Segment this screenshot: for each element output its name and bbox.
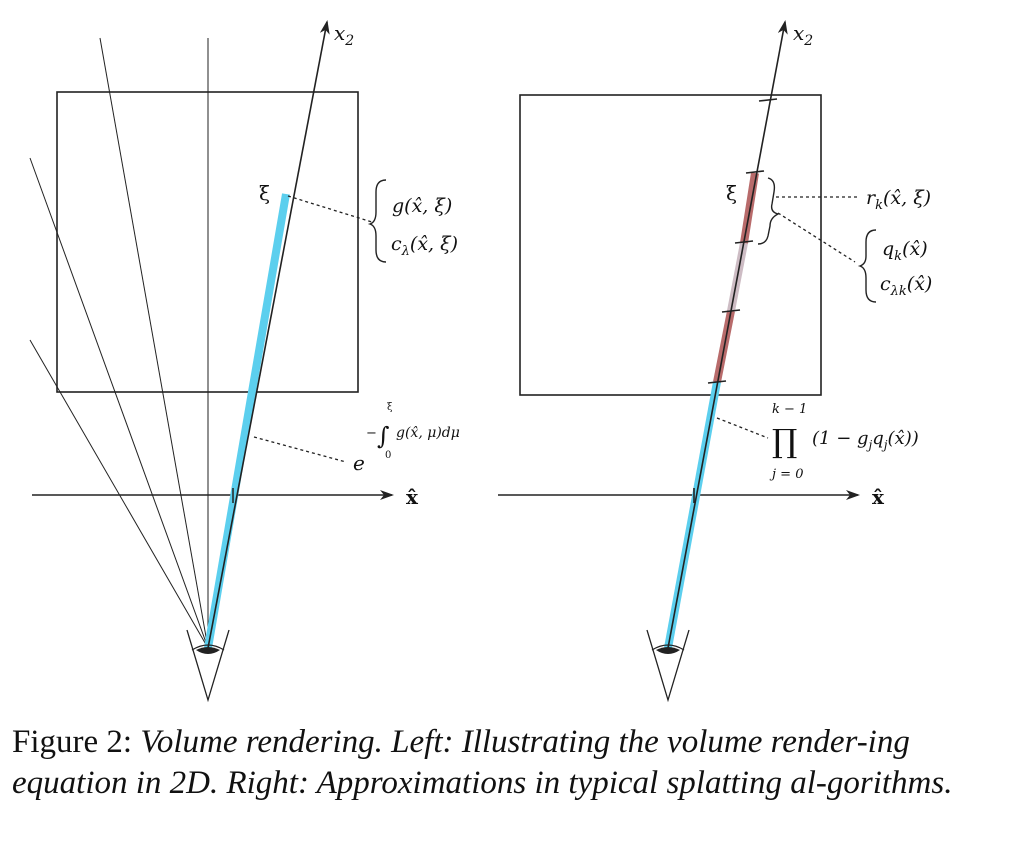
tick-1 <box>758 98 778 102</box>
figure-caption: Figure 2: Volume rendering. Left: Illust… <box>12 722 997 804</box>
right-small-brace <box>757 177 781 245</box>
exp-integral: ∫ <box>377 422 390 450</box>
tick-3 <box>734 240 754 244</box>
left-eye-icon <box>186 629 230 703</box>
view-ray-1 <box>99 37 209 649</box>
right-q-leader <box>777 212 856 263</box>
transmittance-product: k − 1 ∏ j = 0 (1 − gjqj(x̂)) <box>769 402 919 482</box>
caption-text: Volume rendering. Left: Illustrating the… <box>12 724 953 801</box>
q-k-label: qk(x̂) <box>882 238 928 264</box>
right-large-brace <box>857 229 877 303</box>
volume-rendering-diagram: x̂ x2 ξ g(x̂, ξ) cλ(x̂, ξ) e − ∫ ξ 0 g(x… <box>29 20 932 703</box>
caption-label: Figure 2: <box>12 724 133 760</box>
left-ray-integration-segment <box>204 193 290 649</box>
exp-integrand: g(x̂, μ)dμ <box>396 425 460 441</box>
right-panel: x̂ x2 ξ rk(x̂, ξ) q <box>498 20 932 703</box>
tick-4 <box>721 309 741 313</box>
tick-2 <box>745 170 765 174</box>
tick-5 <box>707 380 727 384</box>
right-ray-x2-axis <box>667 20 788 649</box>
left-view-rays <box>29 37 209 649</box>
prod-upper: k − 1 <box>772 402 807 417</box>
left-brace <box>367 179 387 263</box>
view-ray-3 <box>29 339 209 649</box>
left-panel: x̂ x2 ξ g(x̂, ξ) cλ(x̂, ξ) e − ∫ ξ 0 g(x… <box>29 20 460 703</box>
left-brace-line1: g(x̂, ξ) <box>392 195 452 217</box>
right-eye-icon <box>646 629 690 703</box>
right-volume-box <box>519 94 822 396</box>
view-ray-2 <box>29 157 209 649</box>
right-ray-label: x2 <box>793 21 813 49</box>
left-xi-label: ξ <box>259 181 270 205</box>
prod-body: (1 − gjqj(x̂)) <box>812 428 919 452</box>
exp-upper: ξ <box>387 402 393 413</box>
left-brace-line2: cλ(x̂, ξ) <box>391 233 458 259</box>
left-leader-line <box>287 195 373 223</box>
prod-symbol: ∏ <box>772 422 797 460</box>
left-x-axis-label: x̂ <box>406 485 419 509</box>
r-k-label: rk(x̂, ξ) <box>866 187 931 213</box>
right-prod-leader <box>716 417 769 439</box>
exp-base: e <box>353 451 365 475</box>
c-lambda-k-label: cλk(x̂) <box>880 273 932 299</box>
exp-lower: 0 <box>385 450 391 461</box>
right-x-axis-label: x̂ <box>872 485 885 509</box>
left-exp-leader <box>253 436 347 463</box>
exp-minus: − <box>366 426 377 441</box>
transmittance-exponential: e − ∫ ξ 0 g(x̂, μ)dμ <box>353 402 460 475</box>
right-xi-label: ξ <box>726 181 737 205</box>
left-ray-x2-axis <box>207 20 330 649</box>
left-ray-label: x2 <box>334 21 354 49</box>
prod-lower: j = 0 <box>769 467 803 482</box>
right-segment-ticks <box>693 98 778 503</box>
